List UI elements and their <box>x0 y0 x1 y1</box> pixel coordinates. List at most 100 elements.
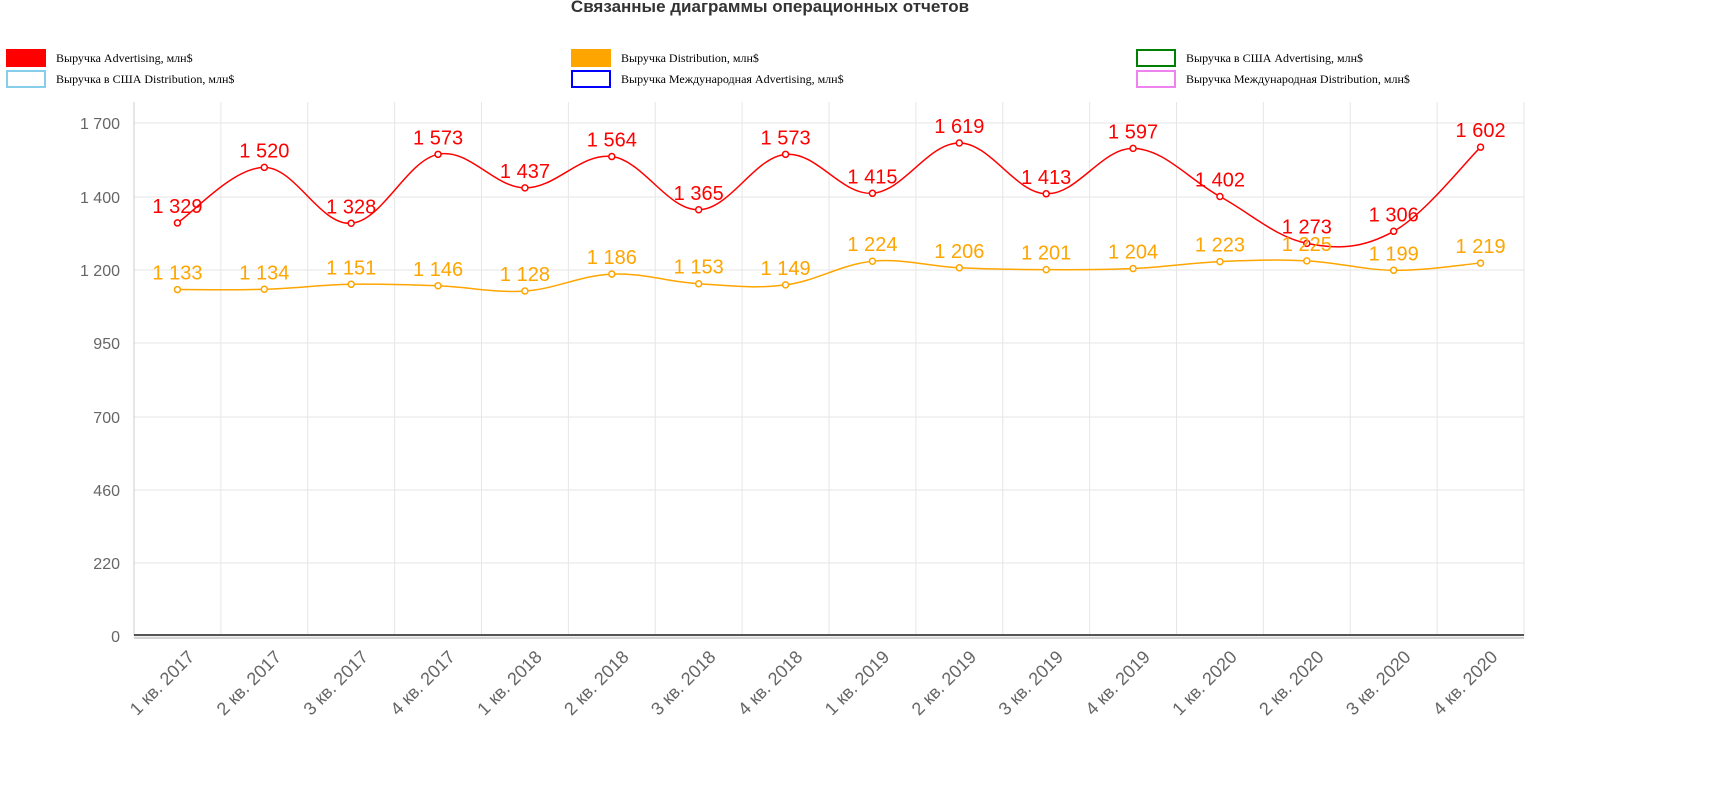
data-label: 1 151 <box>326 257 376 279</box>
data-label: 1 133 <box>152 263 202 285</box>
data-point[interactable] <box>434 282 442 290</box>
x-tick-label: 3 кв. 2017 <box>300 647 372 719</box>
data-point[interactable] <box>173 219 182 227</box>
data-label: 1 402 <box>1195 170 1245 192</box>
data-point[interactable] <box>260 163 269 172</box>
data-point[interactable] <box>521 184 529 192</box>
y-tick-label: 1 400 <box>80 190 120 207</box>
data-point[interactable] <box>781 281 790 289</box>
x-tick-label: 1 кв. 2019 <box>821 647 893 719</box>
y-tick-label: 0 <box>111 629 120 646</box>
data-point[interactable] <box>955 264 964 272</box>
data-label: 1 602 <box>1456 120 1506 142</box>
data-point[interactable] <box>260 285 269 294</box>
x-tick-label: 1 кв. 2020 <box>1168 647 1240 719</box>
data-label: 1 128 <box>500 264 550 286</box>
data-label: 1 365 <box>674 183 724 205</box>
data-point[interactable] <box>955 139 964 147</box>
data-point[interactable] <box>1303 239 1311 248</box>
data-label: 1 224 <box>847 234 897 256</box>
x-tick-label: 2 кв. 2019 <box>908 647 980 719</box>
data-point[interactable] <box>347 280 355 289</box>
data-label: 1 564 <box>587 130 637 152</box>
data-label: 1 306 <box>1369 204 1419 226</box>
data-label: 1 146 <box>413 259 463 281</box>
data-point[interactable] <box>694 279 703 288</box>
data-point[interactable] <box>1389 266 1398 275</box>
y-axis: 0 220 460 700 950 1 200 1 400 1 700 <box>80 116 120 646</box>
data-point[interactable] <box>1216 257 1224 266</box>
legend-swatch <box>1136 49 1176 67</box>
x-axis: 1 кв. 2017 2 кв. 2017 3 кв. 2017 4 кв. 2017… <box>126 647 1502 719</box>
data-point[interactable] <box>608 270 616 278</box>
data-label: 1 219 <box>1456 236 1506 258</box>
x-tick-label: 3 кв. 2020 <box>1342 647 1414 719</box>
grid <box>133 102 1525 639</box>
legend-swatch <box>6 70 46 88</box>
y-tick-label: 460 <box>93 483 120 500</box>
data-point[interactable] <box>521 287 529 295</box>
legend-swatch <box>571 70 611 88</box>
data-label: 1 329 <box>152 196 202 218</box>
data-label: 1 328 <box>326 196 376 218</box>
data-point[interactable] <box>694 206 703 214</box>
data-point[interactable] <box>868 189 877 198</box>
x-tick-label: 3 кв. 2018 <box>647 647 719 719</box>
data-point[interactable] <box>781 150 790 159</box>
data-point[interactable] <box>1042 190 1050 198</box>
data-point[interactable] <box>173 285 182 294</box>
chart-title: Связанные диаграммы операционных отчетов <box>570 0 970 16</box>
y-tick-label: 700 <box>93 410 120 427</box>
data-label: 1 149 <box>761 258 811 280</box>
data-point[interactable] <box>868 257 877 265</box>
data-point[interactable] <box>1389 227 1398 236</box>
data-label: 1 437 <box>500 161 550 183</box>
data-label: 1 204 <box>1108 242 1158 264</box>
x-tick-label: 3 кв. 2019 <box>995 647 1067 719</box>
legend-item[interactable]: Выручка Международная Distribution, млн$ <box>1136 70 1526 88</box>
legend: Выручка Advertising, млн$ Выручка Distrib… <box>6 49 1526 88</box>
data-label: 1 415 <box>847 166 897 188</box>
data-point[interactable] <box>1129 264 1137 273</box>
y-tick-label: 220 <box>93 556 120 573</box>
x-tick-label: 1 кв. 2018 <box>473 647 545 719</box>
legend-swatch <box>571 49 611 67</box>
legend-label: Выручка Международная Distribution, млн$ <box>1186 71 1410 86</box>
legend-label: Выручка Advertising, млн$ <box>56 50 193 65</box>
data-point[interactable] <box>1476 143 1485 151</box>
x-tick-label: 4 кв. 2018 <box>734 647 806 719</box>
data-point[interactable] <box>434 150 442 159</box>
data-point[interactable] <box>1476 259 1485 267</box>
series-line <box>177 142 1482 248</box>
series-line <box>177 259 1481 293</box>
legend-label: Выручка Международная Advertising, млн$ <box>621 71 844 86</box>
data-point[interactable] <box>1042 265 1050 274</box>
data-point[interactable] <box>1303 257 1311 265</box>
legend-item[interactable]: Выручка в США Distribution, млн$ <box>6 70 571 88</box>
x-tick-label: 4 кв. 2017 <box>386 647 458 719</box>
y-tick-label: 1 700 <box>80 116 120 133</box>
legend-item[interactable]: Выручка Advertising, млн$ <box>6 49 571 67</box>
data-label: 1 199 <box>1369 243 1419 265</box>
series-group <box>173 139 1485 295</box>
legend-item[interactable]: Выручка в США Advertising, млн$ <box>1136 49 1526 67</box>
data-label: 1 134 <box>239 262 289 284</box>
data-labels: 1 329 1 520 1 328 1 573 1 437 1 564 1 365 1 573… <box>152 116 1505 286</box>
data-label: 1 573 <box>761 127 811 149</box>
legend-swatch <box>1136 70 1176 88</box>
data-label: 1 186 <box>587 247 637 269</box>
data-point[interactable] <box>1216 192 1224 201</box>
data-label: 1 201 <box>1021 243 1071 265</box>
data-point[interactable] <box>1129 144 1137 153</box>
data-point[interactable] <box>347 219 355 228</box>
data-label: 1 619 <box>934 116 984 138</box>
x-tick-label: 4 кв. 2020 <box>1429 647 1501 719</box>
legend-item[interactable]: Выручка Distribution, млн$ <box>571 49 1136 67</box>
legend-swatch <box>6 49 46 67</box>
data-point[interactable] <box>608 152 616 161</box>
data-label: 1 573 <box>413 127 463 149</box>
legend-label: Выручка Distribution, млн$ <box>621 50 759 65</box>
legend-label: Выручка в США Advertising, млн$ <box>1186 50 1364 65</box>
legend-item[interactable]: Выручка Международная Advertising, млн$ <box>571 70 1136 88</box>
